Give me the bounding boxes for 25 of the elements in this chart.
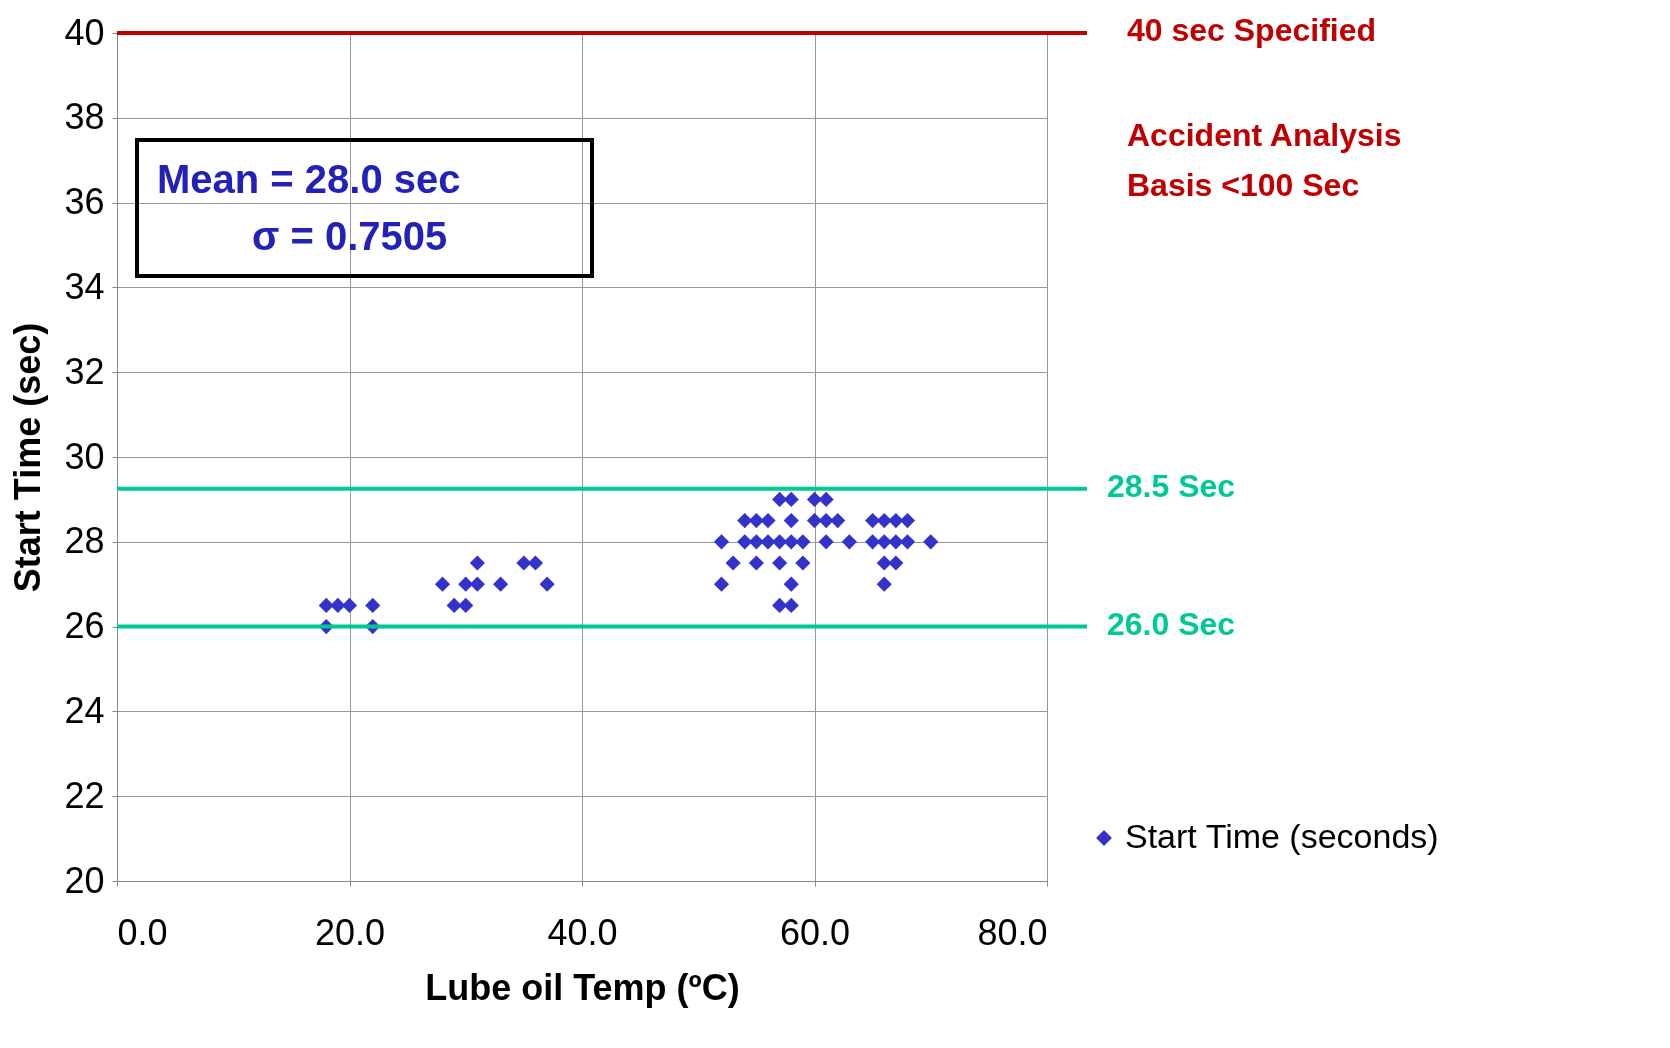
annotation: Mean = 28.0 sec (157, 157, 461, 201)
y-tick-label: 32 (64, 350, 105, 392)
y-tick-label: 20 (64, 859, 105, 901)
y-tick-label: 22 (64, 774, 105, 816)
ref-line-label: 28.5 Sec (1107, 467, 1236, 504)
legend-label: Start Time (seconds) (1125, 817, 1439, 855)
x-axis-title: Lube oil Temp (ºC) (425, 966, 740, 1008)
annotation: σ = 0.7505 (252, 214, 448, 258)
x-tick-label: 60.0 (779, 911, 851, 953)
y-tick-label: 28 (64, 520, 105, 562)
y-tick-label: 38 (64, 96, 105, 138)
ref-line-label: 26.0 Sec (1107, 605, 1236, 642)
y-tick-label: 30 (64, 435, 105, 477)
y-tick-label: 26 (64, 605, 105, 647)
ref-line-label: 40 sec Specified (1127, 12, 1377, 48)
y-tick-label: 34 (64, 265, 105, 307)
text: Accident Analysis Basis <100 Sec (1127, 117, 1402, 203)
y-tick-label: 24 (64, 689, 105, 731)
y-tick-label: 36 (64, 181, 105, 223)
x-tick-label: 20.0 (314, 911, 386, 953)
x-tick-label: 0.0 (117, 911, 168, 953)
y-tick-label: 40 (64, 11, 105, 53)
y-axis-title: Start Time (sec) (7, 322, 49, 593)
x-tick-label: 80.0 (977, 911, 1048, 953)
x-tick-label: 40.0 (547, 911, 618, 953)
